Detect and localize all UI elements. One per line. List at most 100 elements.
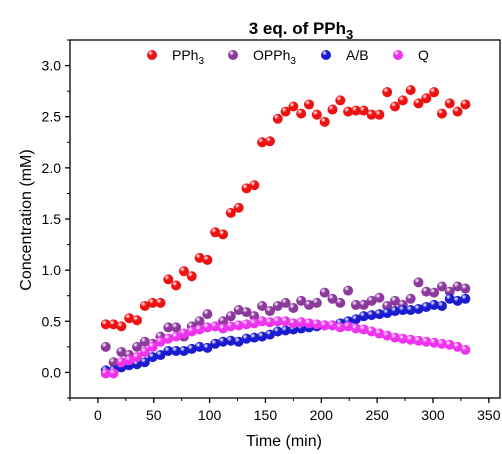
data-point [374,109,385,120]
data-point [366,109,377,120]
data-point [264,136,275,147]
data-point [421,336,432,347]
data-point [350,105,361,116]
y-tick-label: 0.0 [42,364,62,380]
data-point [171,280,182,291]
data-point [233,305,244,316]
x-tick-label: 100 [198,407,222,423]
data-point [296,295,307,306]
data-point [171,322,182,333]
data-point [194,324,205,335]
data-point [311,109,322,120]
data-point [233,202,244,213]
data-point [272,326,283,337]
data-point [163,333,174,344]
x-tick-label: 200 [310,407,334,423]
data-point [327,293,338,304]
data-point [382,300,393,311]
data-point [429,287,440,298]
y-tick-label: 2.5 [42,109,62,125]
data-point [444,286,455,297]
data-point [343,106,354,117]
data-point [366,326,377,337]
data-point [358,324,369,335]
data-point [147,352,158,363]
data-point [116,321,127,332]
data-point [405,85,416,96]
data-point [233,336,244,347]
data-point [108,368,119,379]
data-point [264,329,275,340]
data-point [382,308,393,319]
data-point [311,297,322,308]
data-point [218,229,229,240]
data-point [280,325,291,336]
data-point [225,335,236,346]
y-axis-ticks: 0.0 0.5 1.0 1.5 2.0 2.5 3.0 [42,39,70,399]
x-tick-label: 350 [477,407,501,423]
data-point [249,180,260,191]
data-point [178,266,189,277]
series-1-points [100,85,471,332]
data-point [280,316,291,327]
data-point [421,286,432,297]
legend-marker-opph3 [228,50,238,60]
data-point [163,322,174,333]
x-tick-label: 300 [421,407,445,423]
data-point [343,285,354,296]
data-point [429,87,440,98]
data-point [257,316,268,327]
data-point [436,300,447,311]
data-point [194,341,205,352]
data-point [210,227,221,238]
legend-item-q: Q [393,47,429,63]
x-axis-ticks: 0 50 100 150 200 250 300 350 [69,398,501,423]
data-point [100,368,111,379]
x-axis-label: Time (min) [246,433,322,450]
data-point [350,323,361,334]
data-point [147,297,158,308]
data-point [225,311,236,322]
legend-label-opph3: OPPh3 [253,47,296,67]
data-point [319,287,330,298]
data-point [147,341,158,352]
data-point [304,99,315,110]
data-point [202,322,213,333]
data-point [116,346,127,357]
data-point [350,314,361,325]
data-point [249,311,260,322]
data-point [382,87,393,98]
data-point [452,281,463,292]
data-point [460,283,471,294]
legend-marker-pph3 [147,50,157,60]
data-point [374,292,385,303]
legend-item-pph3: PPh3 [147,47,204,67]
data-point [124,355,135,366]
data-point [421,93,432,104]
data-point [218,336,229,347]
legend-label-q: Q [418,47,429,63]
data-points [100,85,471,379]
data-point [163,274,174,285]
data-point [335,322,346,333]
data-point [327,104,338,115]
data-point [452,341,463,352]
data-point [163,345,174,356]
data-point [444,339,455,350]
data-point [108,357,119,368]
data-point [249,332,260,343]
data-point [210,338,221,349]
data-point [304,318,315,329]
data-point [178,328,189,339]
data-point [202,309,213,320]
data-point [382,330,393,341]
x-tick-label: 50 [146,407,162,423]
data-point [202,254,213,265]
data-point [374,309,385,320]
data-point [421,301,432,312]
data-point [311,319,322,330]
data-point [280,297,291,308]
data-point [413,304,424,315]
data-point [358,105,369,116]
legend-label-ab: A/B [346,47,369,63]
